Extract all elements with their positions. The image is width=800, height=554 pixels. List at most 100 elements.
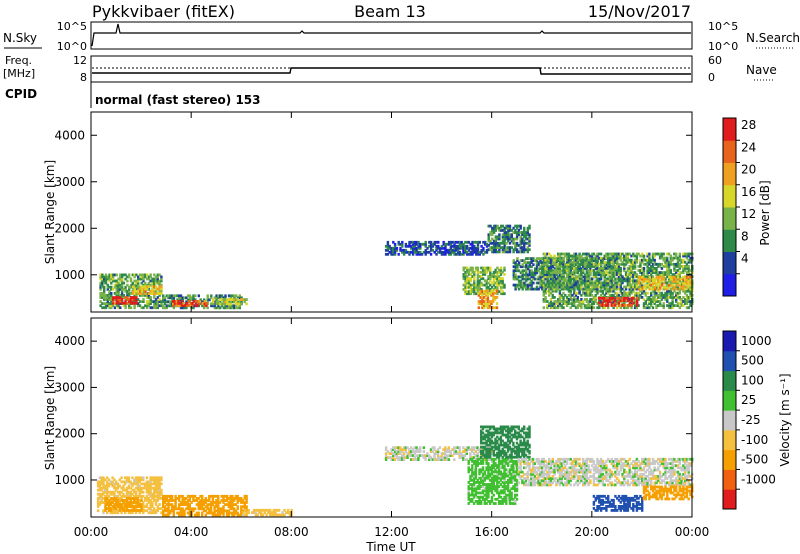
data-cell xyxy=(179,306,183,310)
data-cell xyxy=(153,273,156,277)
data-cell xyxy=(160,476,163,480)
data-cell xyxy=(429,252,433,256)
data-cell xyxy=(219,306,222,310)
data-cell xyxy=(151,281,154,285)
data-cell xyxy=(651,275,655,279)
data-cell xyxy=(165,304,168,308)
data-cell xyxy=(605,283,608,287)
data-cell xyxy=(158,283,161,287)
data-cell xyxy=(99,285,102,289)
data-cell xyxy=(217,304,220,308)
data-cell xyxy=(106,294,109,297)
data-cell xyxy=(113,292,117,295)
data-cell xyxy=(115,281,118,285)
data-cell xyxy=(133,294,136,297)
data-cell xyxy=(235,304,238,308)
data-cell xyxy=(172,304,175,307)
data-cell xyxy=(235,306,238,310)
freq-trace xyxy=(92,67,691,75)
data-cell xyxy=(542,306,545,310)
data-cell xyxy=(133,300,136,303)
data-cell xyxy=(623,303,626,307)
data-cell xyxy=(117,296,120,299)
data-cell xyxy=(145,273,149,277)
data-cell xyxy=(117,277,120,281)
data-cell xyxy=(117,287,120,291)
data-cell xyxy=(453,458,456,461)
data-cell xyxy=(198,300,201,303)
data-cell xyxy=(99,304,102,308)
data-cell xyxy=(135,285,138,289)
data-cell xyxy=(104,304,108,308)
data-cell xyxy=(158,298,161,301)
data-cell xyxy=(156,275,159,279)
y-tick-label: 3000 xyxy=(54,175,85,189)
data-cell xyxy=(120,300,124,303)
data-cell xyxy=(111,304,115,308)
data-cell xyxy=(117,292,120,295)
data-cell xyxy=(124,277,127,281)
data-cell xyxy=(191,304,194,307)
data-cell xyxy=(149,283,152,287)
nsky-panel: N.Sky 10^5 10^0 10^5 10^0 N.Search xyxy=(3,20,800,53)
data-cell xyxy=(110,296,113,299)
radar-title: Pykkvibaer (fitEX) xyxy=(92,2,235,21)
data-cell xyxy=(133,287,137,291)
data-cell xyxy=(220,304,224,308)
data-cell xyxy=(384,446,388,450)
data-cell xyxy=(110,298,113,301)
data-cell xyxy=(210,302,213,306)
data-cell xyxy=(142,289,145,293)
data-cell xyxy=(99,294,102,297)
data-cell xyxy=(149,302,152,305)
data-cell xyxy=(498,233,501,237)
data-cell xyxy=(160,488,163,492)
data-cell xyxy=(124,301,127,305)
data-cell xyxy=(156,273,159,277)
data-cell xyxy=(116,499,120,502)
data-cell xyxy=(648,252,651,256)
data-cell xyxy=(516,257,519,260)
data-cell xyxy=(210,304,213,308)
data-cell xyxy=(108,298,111,301)
freq-label: Freq. xyxy=(5,54,32,67)
data-cell xyxy=(156,306,159,310)
data-cell xyxy=(187,304,191,307)
data-cell xyxy=(110,275,113,279)
data-cell xyxy=(617,303,621,307)
data-cell xyxy=(108,275,111,279)
data-cell xyxy=(219,298,222,301)
data-cell xyxy=(137,287,140,291)
data-cell xyxy=(101,275,104,279)
data-cell xyxy=(108,296,111,299)
data-cell xyxy=(158,279,161,283)
data-cell xyxy=(212,302,215,306)
data-cell xyxy=(99,273,102,277)
data-cell xyxy=(101,302,104,305)
data-cell xyxy=(101,273,104,277)
data-cell xyxy=(113,296,117,299)
data-cell xyxy=(158,503,161,506)
data-cell xyxy=(675,287,678,291)
data-cell xyxy=(438,446,442,450)
data-cell xyxy=(145,294,149,297)
data-cell xyxy=(117,304,120,308)
data-cell xyxy=(140,306,143,310)
data-cell xyxy=(231,306,234,310)
data-cell xyxy=(162,298,165,302)
data-cell xyxy=(172,306,176,310)
data-cell xyxy=(119,283,122,287)
data-cell xyxy=(135,273,138,277)
data-cell xyxy=(122,287,126,291)
data-cell xyxy=(419,446,422,450)
data-cell xyxy=(137,285,140,289)
data-cell xyxy=(206,300,209,304)
data-cell xyxy=(119,306,122,310)
data-cell xyxy=(127,476,131,480)
data-cell xyxy=(177,304,180,307)
data-cell xyxy=(144,304,147,308)
data-cell xyxy=(154,292,158,295)
data-cell xyxy=(201,300,204,304)
data-cell xyxy=(103,292,106,295)
data-cell xyxy=(99,281,102,285)
